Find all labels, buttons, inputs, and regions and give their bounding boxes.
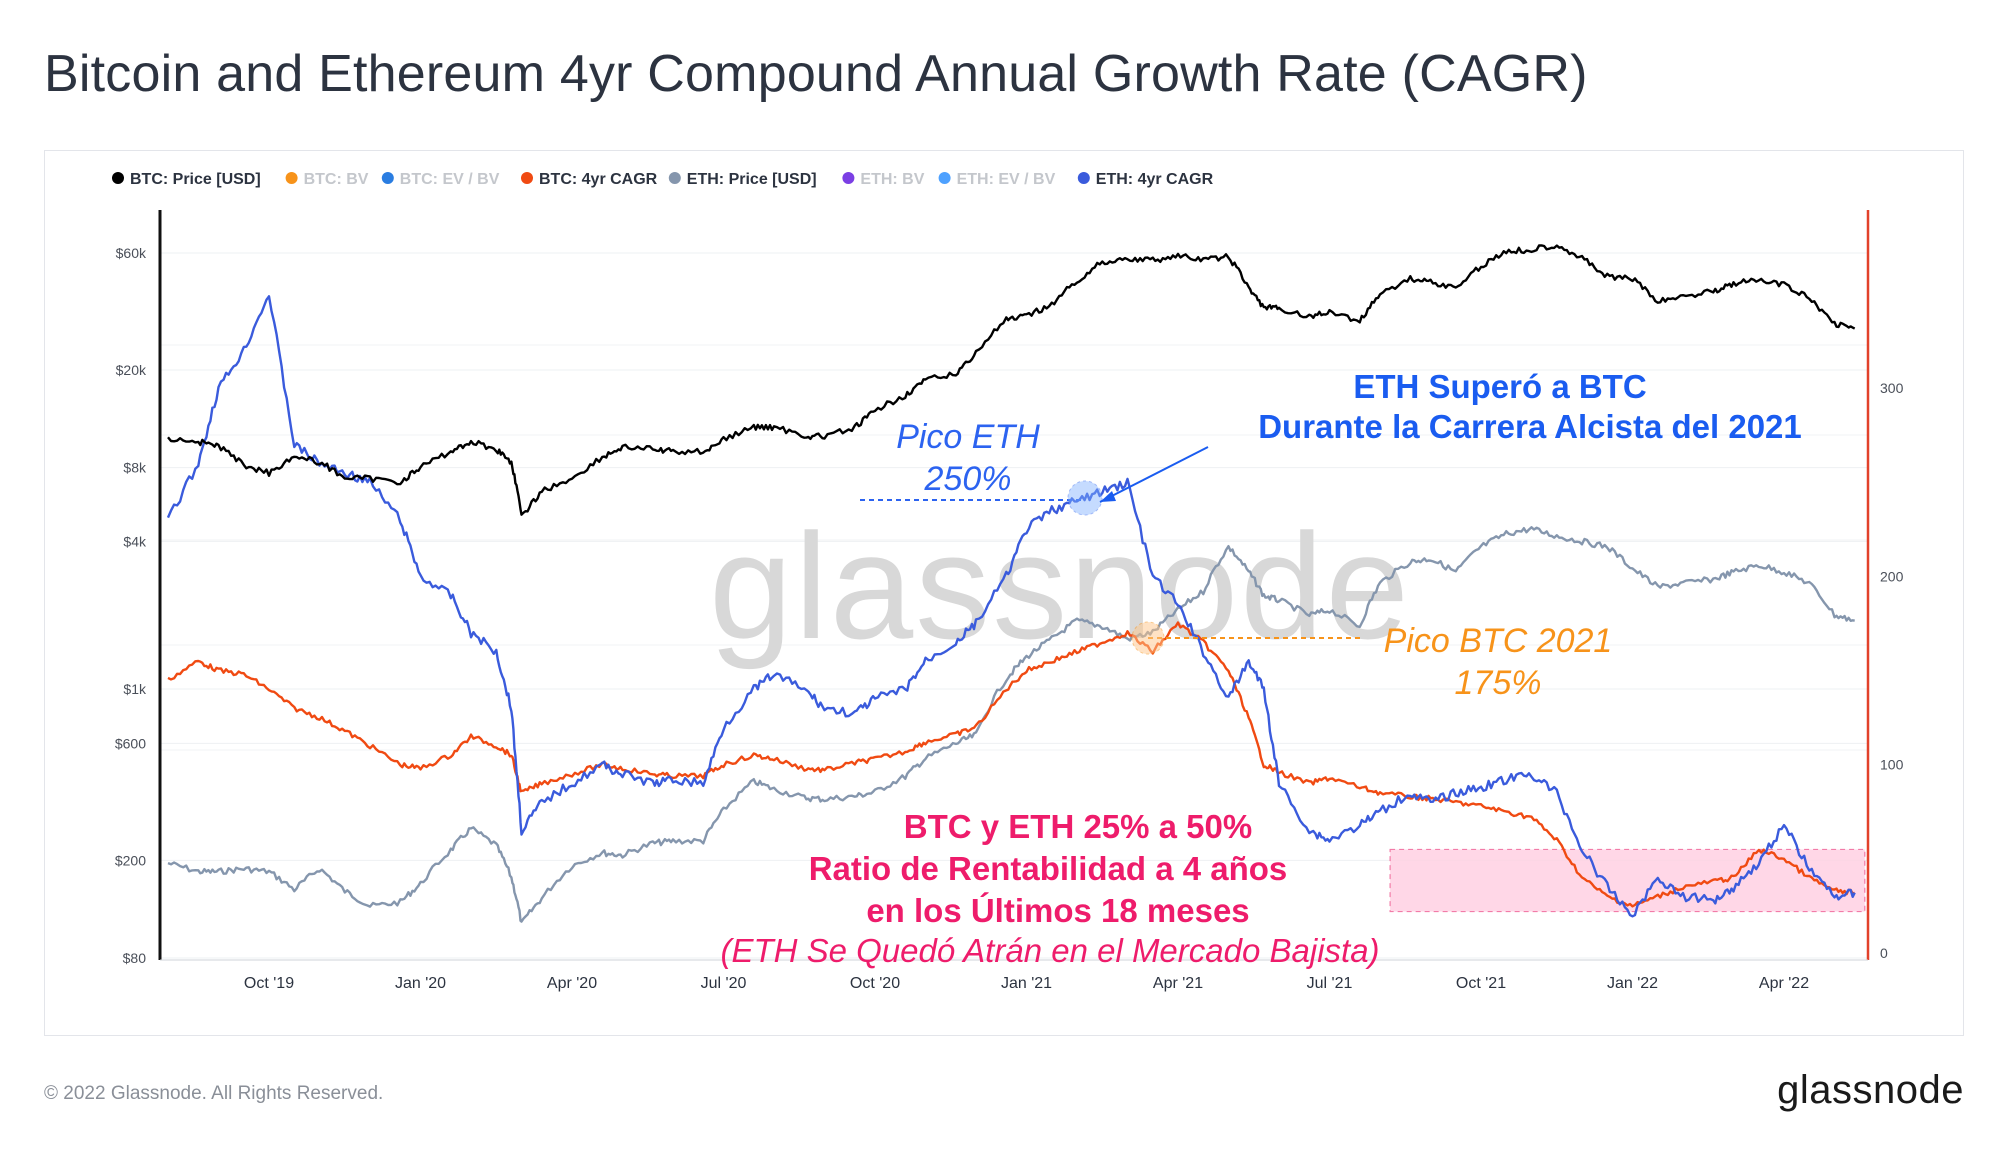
y-left-tick-600: $600 bbox=[115, 735, 146, 751]
highlight-band-layer bbox=[1389, 848, 1866, 913]
btc-peak-marker bbox=[1131, 621, 1165, 655]
glassnode-logo: glassnode bbox=[1777, 1068, 1964, 1112]
legend-item-btc-4yr-cagr: BTC: 4yr CAGR bbox=[521, 171, 658, 188]
legend-swatch-btc-bv bbox=[285, 172, 298, 184]
legend-label-eth-bv: ETH: BV bbox=[860, 171, 924, 188]
y-right-tick-0: 0 bbox=[1880, 945, 1888, 961]
y-left-tick-20k: $20k bbox=[116, 362, 147, 378]
btc-peak-value: 175% bbox=[1455, 664, 1542, 702]
eth-overtook-line2: Durante la Carrera Alcista del 2021 bbox=[1258, 408, 1802, 445]
highlight-band bbox=[1389, 848, 1866, 913]
legend-swatch-btc-ev-bv bbox=[381, 172, 394, 184]
x-tick-oct-20: Oct '20 bbox=[850, 975, 900, 992]
annotation-btc-peak: Pico BTC 2021 175% bbox=[1131, 621, 1613, 702]
series-layer bbox=[166, 244, 1856, 923]
legend-label-eth-4yr-cagr: ETH: 4yr CAGR bbox=[1096, 171, 1214, 188]
y-right-tick-300: 300 bbox=[1880, 380, 1904, 396]
legend-swatch-eth-bv bbox=[842, 172, 855, 184]
legend-swatch-eth-price-usd bbox=[668, 172, 681, 184]
range-note-line3: en los Últimos 18 meses bbox=[866, 892, 1249, 929]
series-eth-price-usd bbox=[167, 526, 1855, 923]
watermark: glassnode bbox=[709, 502, 1411, 670]
legend-item-btc-ev-bv: BTC: EV / BV bbox=[381, 171, 500, 188]
x-tick-apr-21: Apr '21 bbox=[1153, 975, 1203, 992]
legend-swatch-eth-ev-bv bbox=[938, 172, 951, 184]
y-left-tick-200: $200 bbox=[115, 852, 146, 868]
y-left-tick-4k: $4k bbox=[123, 533, 147, 549]
page-title: Bitcoin and Ethereum 4yr Compound Annual… bbox=[44, 45, 1588, 103]
btc-peak-label: Pico BTC 2021 bbox=[1384, 622, 1613, 660]
y-right-tick-200: 200 bbox=[1880, 568, 1904, 584]
y-left-tick-8k: $8k bbox=[123, 460, 147, 476]
legend-swatch-btc-4yr-cagr bbox=[521, 172, 533, 184]
legend-swatch-eth-4yr-cagr bbox=[1077, 172, 1090, 184]
legend-label-btc-price-usd: BTC: Price [USD] bbox=[130, 171, 261, 188]
series-btc-price-usd bbox=[167, 244, 1856, 516]
x-tick-apr-22: Apr '22 bbox=[1759, 975, 1809, 992]
x-tick-jan-20: Jan '20 bbox=[395, 975, 446, 992]
legend-item-eth-ev-bv: ETH: EV / BV bbox=[938, 171, 1056, 188]
range-note-line1: BTC y ETH 25% a 50% bbox=[904, 808, 1252, 845]
x-tick-jan-22: Jan '22 bbox=[1607, 975, 1658, 992]
series-eth-4yr-cagr bbox=[166, 295, 1856, 918]
eth-overtook-arrow-line bbox=[1099, 446, 1209, 503]
range-note-line2: Ratio de Rentabilidad a 4 años bbox=[809, 850, 1288, 887]
x-tick-jul-20: Jul '20 bbox=[701, 975, 747, 992]
eth-overtook-line1: ETH Superó a BTC bbox=[1353, 368, 1646, 405]
legend-label-btc-4yr-cagr: BTC: 4yr CAGR bbox=[539, 171, 658, 188]
legend: BTC: Price [USD] BTC: BV BTC: EV / BV BTC: … bbox=[112, 171, 1214, 188]
x-tick-jan-21: Jan '21 bbox=[1001, 975, 1052, 992]
annotations: Pico ETH 250% Pico BTC 2021 175% ETH Superó … bbox=[720, 368, 1801, 969]
legend-item-eth-price-usd: ETH: Price [USD] bbox=[668, 171, 817, 188]
legend-label-eth-price-usd: ETH: Price [USD] bbox=[687, 171, 817, 188]
legend-label-btc-ev-bv: BTC: EV / BV bbox=[400, 171, 500, 188]
axes: $60k $20k $8k $4k $1k $600 $200 $80 300 200 100 0 Oc… bbox=[115, 210, 1904, 992]
eth-peak-value: 250% bbox=[924, 460, 1012, 498]
eth-overtook-arrow-head bbox=[1100, 491, 1116, 502]
eth-peak-marker bbox=[1067, 480, 1103, 516]
annotation-range-note: BTC y ETH 25% a 50% Ratio de Rentabilidad… bbox=[720, 808, 1379, 969]
x-tick-apr-20: Apr '20 bbox=[547, 975, 597, 992]
y-right-tick-100: 100 bbox=[1880, 757, 1904, 773]
legend-item-btc-bv: BTC: BV bbox=[285, 171, 369, 188]
y-left-tick-1k: $1k bbox=[123, 681, 147, 697]
legend-label-eth-ev-bv: ETH: EV / BV bbox=[957, 171, 1056, 188]
y-left-tick-80: $80 bbox=[123, 950, 147, 966]
copyright-text: © 2022 Glassnode. All Rights Reserved. bbox=[44, 1083, 384, 1104]
legend-item-eth-4yr-cagr: ETH: 4yr CAGR bbox=[1077, 171, 1214, 188]
legend-item-btc-price-usd: BTC: Price [USD] bbox=[112, 171, 261, 188]
series-btc-4yr-cagr bbox=[167, 621, 1856, 908]
chart-frame bbox=[44, 150, 1964, 1036]
legend-swatch-btc-price-usd bbox=[112, 172, 124, 184]
x-tick-oct-21: Oct '21 bbox=[1456, 975, 1506, 992]
legend-item-eth-bv: ETH: BV bbox=[842, 171, 925, 188]
x-tick-oct-19: Oct '19 bbox=[244, 975, 294, 992]
eth-peak-label: Pico ETH bbox=[896, 418, 1040, 456]
annotation-eth-peak: Pico ETH 250% bbox=[860, 418, 1103, 516]
range-note-line4: (ETH Se Quedó Atrán en el Mercado Bajist… bbox=[720, 932, 1379, 969]
x-tick-jul-21: Jul '21 bbox=[1307, 975, 1353, 992]
y-left-tick-60k: $60k bbox=[116, 245, 147, 261]
legend-label-btc-bv: BTC: BV bbox=[304, 171, 369, 188]
